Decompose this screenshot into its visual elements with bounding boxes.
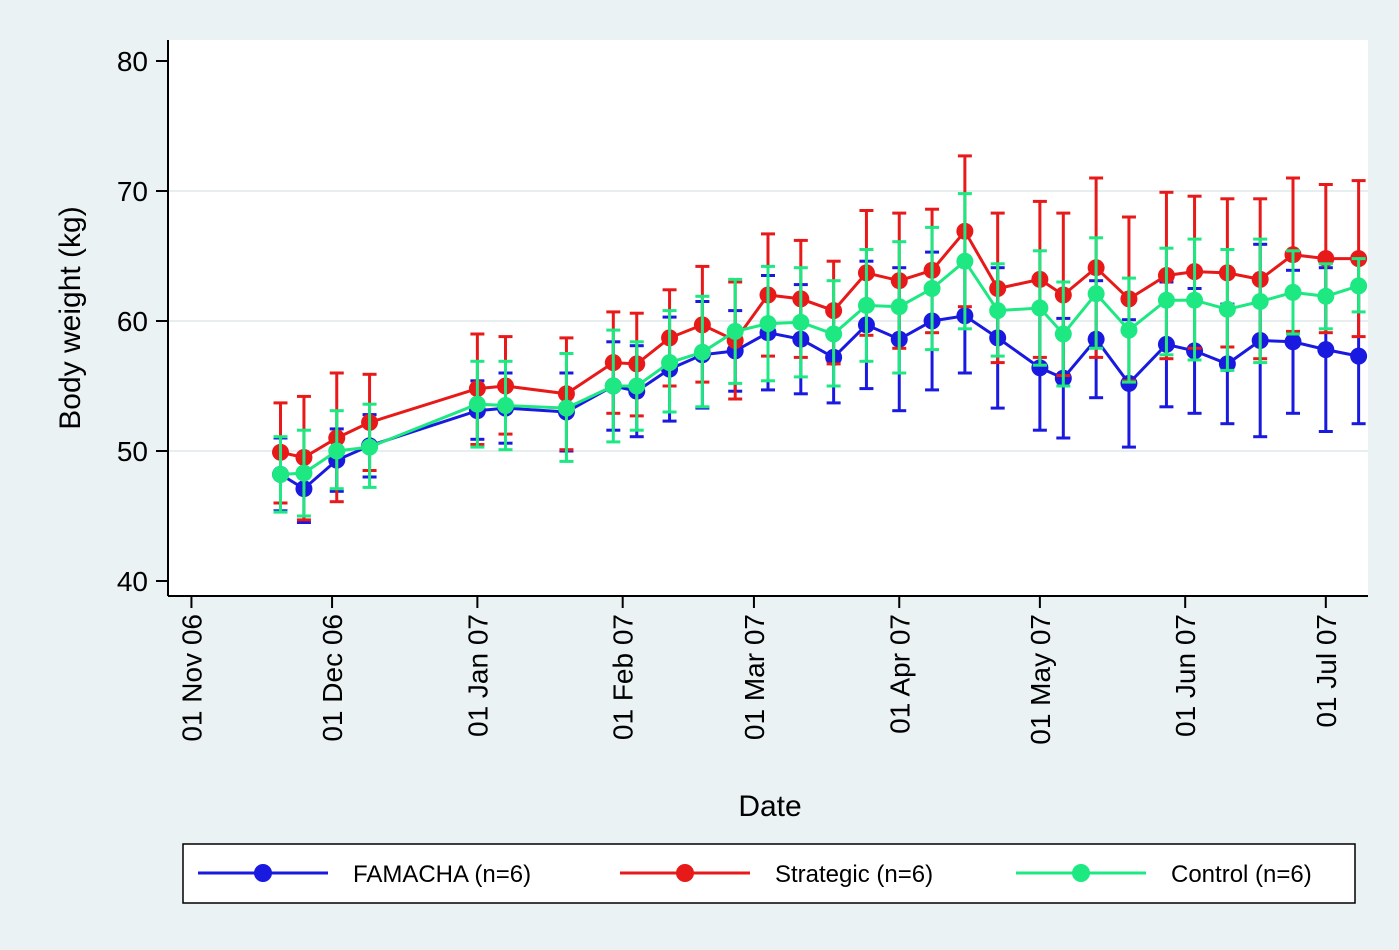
y-tick-label: 70 [117,176,148,207]
legend-label: Control (n=6) [1171,861,1312,888]
legend-label: FAMACHA (n=6) [353,861,531,888]
x-tick-label: 01 Feb 07 [608,614,639,740]
data-point [1054,325,1072,343]
data-point [557,399,575,417]
legend-marker [676,864,694,882]
data-point [1350,277,1368,295]
data-point [1031,299,1049,317]
x-tick-label: 01 Dec 06 [317,614,348,742]
legend-box [182,843,1356,904]
data-point [1120,321,1138,339]
data-point [361,438,379,456]
y-tick-label: 50 [117,436,148,467]
x-tick-label: 01 Jul 07 [1311,614,1342,728]
y-tick-label: 60 [117,306,148,337]
legend: FAMACHA (n=6) Strategic (n=6) Control (n=6… [182,843,1356,904]
legend-marker [254,864,272,882]
data-point [1218,300,1236,318]
data-point [272,465,289,483]
data-point [693,343,711,361]
data-point [1284,333,1302,351]
data-point [328,442,346,460]
data-point [825,325,843,343]
data-point [661,354,679,372]
data-point [1284,283,1302,301]
legend-label: Strategic (n=6) [775,861,933,888]
series-2 [272,192,1368,518]
data-point [956,252,974,270]
data-point [759,315,777,333]
data-point [1087,285,1105,303]
y-axis-label: Body weight (kg) [54,206,87,429]
x-tick-label: 01 Mar 07 [739,614,770,740]
data-point [1251,293,1269,310]
x-tick-label: 01 May 07 [1025,614,1056,745]
data-point [792,313,810,331]
x-tick-label: 01 Nov 06 [176,614,207,742]
data-point [604,377,622,395]
data-point [1317,287,1335,305]
legend-marker [1072,864,1090,882]
data-point [1186,291,1204,309]
data-point [989,302,1007,320]
data-point [1350,347,1368,365]
axes: 40 50 60 70 80 01 Nov 06 01 Dec 06 01 Jan 07 01 … [117,40,1368,745]
y-tick-label: 80 [117,46,148,77]
x-tick-label: 01 Jun 07 [1170,614,1201,737]
x-axis-label: Date [738,790,801,823]
data-point [497,397,514,414]
data-point [923,280,941,297]
data-point [295,464,313,482]
data-point [726,322,744,340]
data-point [628,377,646,395]
x-tick-label: 01 Jan 07 [462,614,493,737]
data-point [857,296,875,314]
data-point [1317,341,1335,359]
data-point [1157,291,1175,309]
data-series [272,154,1368,524]
y-tick-label: 40 [117,566,148,597]
x-tick-label: 01 Apr 07 [884,614,915,734]
data-point [890,298,908,316]
data-point [1031,359,1049,377]
data-point [468,395,486,413]
